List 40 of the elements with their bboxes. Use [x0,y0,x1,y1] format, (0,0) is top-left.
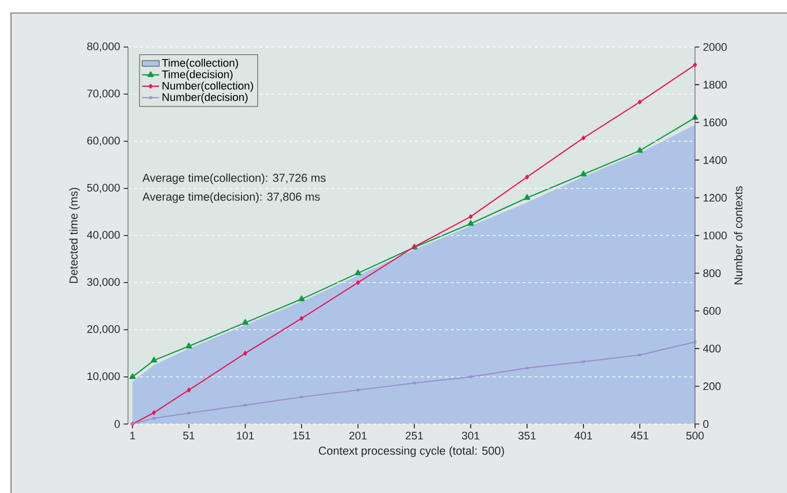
y-axis-title: Detected time (ms) [69,188,80,283]
y-tick-label: 80,000 [87,42,120,52]
x-tick-label: 51 [183,432,194,440]
x-tick-label: 500 [686,432,704,440]
legend-label: Number(collection) [162,82,254,92]
x-tick-label: 451 [630,432,648,440]
x-tick-label: 151 [293,432,310,440]
y2-tick-label: 1800 [704,80,727,89]
x-tick-label: 251 [406,432,423,440]
y-tick-label: 70,000 [87,90,120,99]
x-tick-label: 301 [462,432,480,440]
y2-tick-label: 1400 [704,156,727,164]
y-tick-label: 50,000 [87,184,120,193]
y-tick-label: 20,000 [87,325,120,334]
y-tick-label: 30,000 [87,278,120,288]
y2-tick-label: 0 [703,420,708,428]
y-tick-label: 0 [114,420,120,428]
y2-tick-label: 600 [703,307,721,315]
x-tick-label: 1 [130,432,136,440]
y2-tick-label: 200 [703,382,721,390]
y-tick-label: 60,000 [87,136,120,146]
x-tick-label: 401 [574,432,592,440]
y2-tick-label: 1600 [704,118,727,126]
x-axis-title: Context processing cycle (total: 500) [318,446,504,458]
x-tick-label: 101 [236,432,254,440]
x-tick-label: 351 [518,432,536,440]
legend-label: Number(decision) [162,93,248,104]
y2-tick-label: 2000 [703,43,727,51]
annotation: Average time(decision): 37,806 ms [142,192,320,204]
y-tick-label: 10,000 [88,372,120,382]
y-tick-label: 40,000 [86,230,120,240]
y2-tick-label: 800 [703,269,721,278]
y2-tick-label: 1000 [704,232,727,240]
y2-axis-title: Number of contexts [734,186,742,284]
y2-tick-label: 1200 [704,194,727,202]
legend-label: Time(collection) [162,58,238,69]
x-tick-label: 201 [349,432,367,440]
annotation: Average time(collection): 37,726 ms [142,173,326,184]
y2-tick-label: 400 [703,344,721,352]
legend-label: Time(decision) [162,70,232,80]
